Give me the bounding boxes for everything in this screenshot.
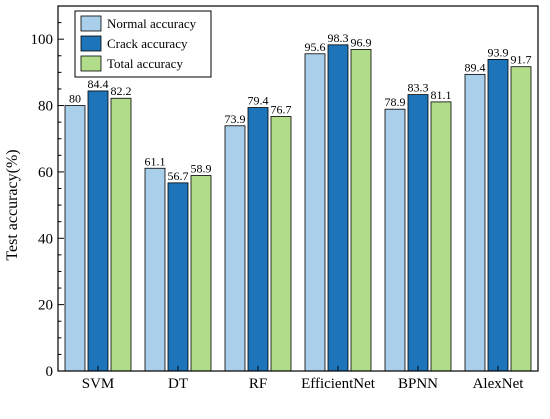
y-tick-label: 0	[46, 364, 54, 380]
legend-swatch	[80, 15, 102, 32]
data-label: 61.1	[145, 154, 166, 168]
legend: Normal accuracy Crack accuracy Total accur…	[74, 10, 212, 78]
bar-dt-series-2	[167, 182, 189, 372]
bar-rf-series-1	[224, 125, 246, 372]
y-tick-label: 80	[38, 99, 53, 115]
legend-swatch	[80, 55, 102, 72]
y-axis-title: Test accuracy(%)	[4, 149, 21, 260]
data-label: 56.7	[168, 169, 189, 183]
data-labels-layer: 80 84.482.2 61.156.758.9 73.979.476.7 95.698…	[69, 31, 532, 183]
bar-svm-series-2	[87, 90, 109, 372]
x-tick-label-bpnn: BPNN	[398, 376, 438, 392]
data-label: 93.9	[488, 45, 509, 59]
y-tick-label: 40	[38, 231, 53, 247]
bar-bpnn-series-2	[407, 94, 429, 372]
bar-efficientnet-series-3	[350, 49, 372, 372]
data-label: 89.4	[465, 60, 486, 74]
data-label: 79.4	[248, 94, 269, 108]
legend-label: Crack accuracy	[107, 36, 188, 51]
y-tick-label: 60	[38, 165, 53, 181]
data-label: 82.2	[111, 84, 132, 98]
data-label: 80	[69, 92, 81, 106]
data-label: 84.4	[88, 77, 109, 91]
data-label: 98.3	[328, 31, 349, 45]
bar-alexnet-series-2	[487, 59, 509, 372]
bar-efficientnet-series-2	[327, 44, 349, 372]
bar-efficientnet-series-1	[304, 53, 326, 372]
x-tick-label-efficientnet: EfficientNet	[301, 376, 376, 392]
bar-dt-series-3	[190, 175, 212, 372]
bar-bpnn-series-1	[384, 108, 406, 372]
y-tick-label: 20	[38, 298, 53, 314]
x-tick-label-dt: DT	[168, 376, 188, 392]
data-label: 73.9	[225, 112, 246, 126]
bar-dt-series-1	[144, 167, 166, 372]
axes-layer: 0 20 40 60 80 100 SVM DT RF EfficientNet BPNN AlexN…	[31, 5, 539, 392]
data-label: 95.6	[305, 40, 326, 54]
bar-alexnet-series-3	[510, 66, 532, 372]
data-label: 83.3	[408, 81, 429, 95]
bar-bpnn-series-3	[430, 101, 452, 372]
bar-rf-series-3	[270, 116, 292, 372]
data-label: 81.1	[431, 88, 452, 102]
bar-alexnet-series-1	[464, 73, 486, 372]
bar-rf-series-2	[247, 107, 269, 372]
legend-label: Normal accuracy	[107, 16, 197, 31]
data-label: 78.9	[385, 95, 406, 109]
data-label: 58.9	[191, 162, 212, 176]
data-label: 91.7	[511, 53, 532, 67]
bar-svm-series-3	[110, 97, 132, 372]
x-tick-label-rf: RF	[249, 376, 267, 392]
x-tick-label-alexnet: AlexNet	[473, 376, 525, 392]
legend-label: Total accuracy	[107, 56, 183, 71]
data-label: 76.7	[271, 102, 292, 116]
legend-swatch	[80, 35, 102, 52]
data-label: 96.9	[351, 35, 372, 49]
y-tick-label: 100	[31, 32, 54, 48]
x-tick-label-svm: SVM	[82, 376, 115, 392]
bars-layer	[64, 44, 532, 372]
bar-svm-series-1	[64, 105, 86, 372]
